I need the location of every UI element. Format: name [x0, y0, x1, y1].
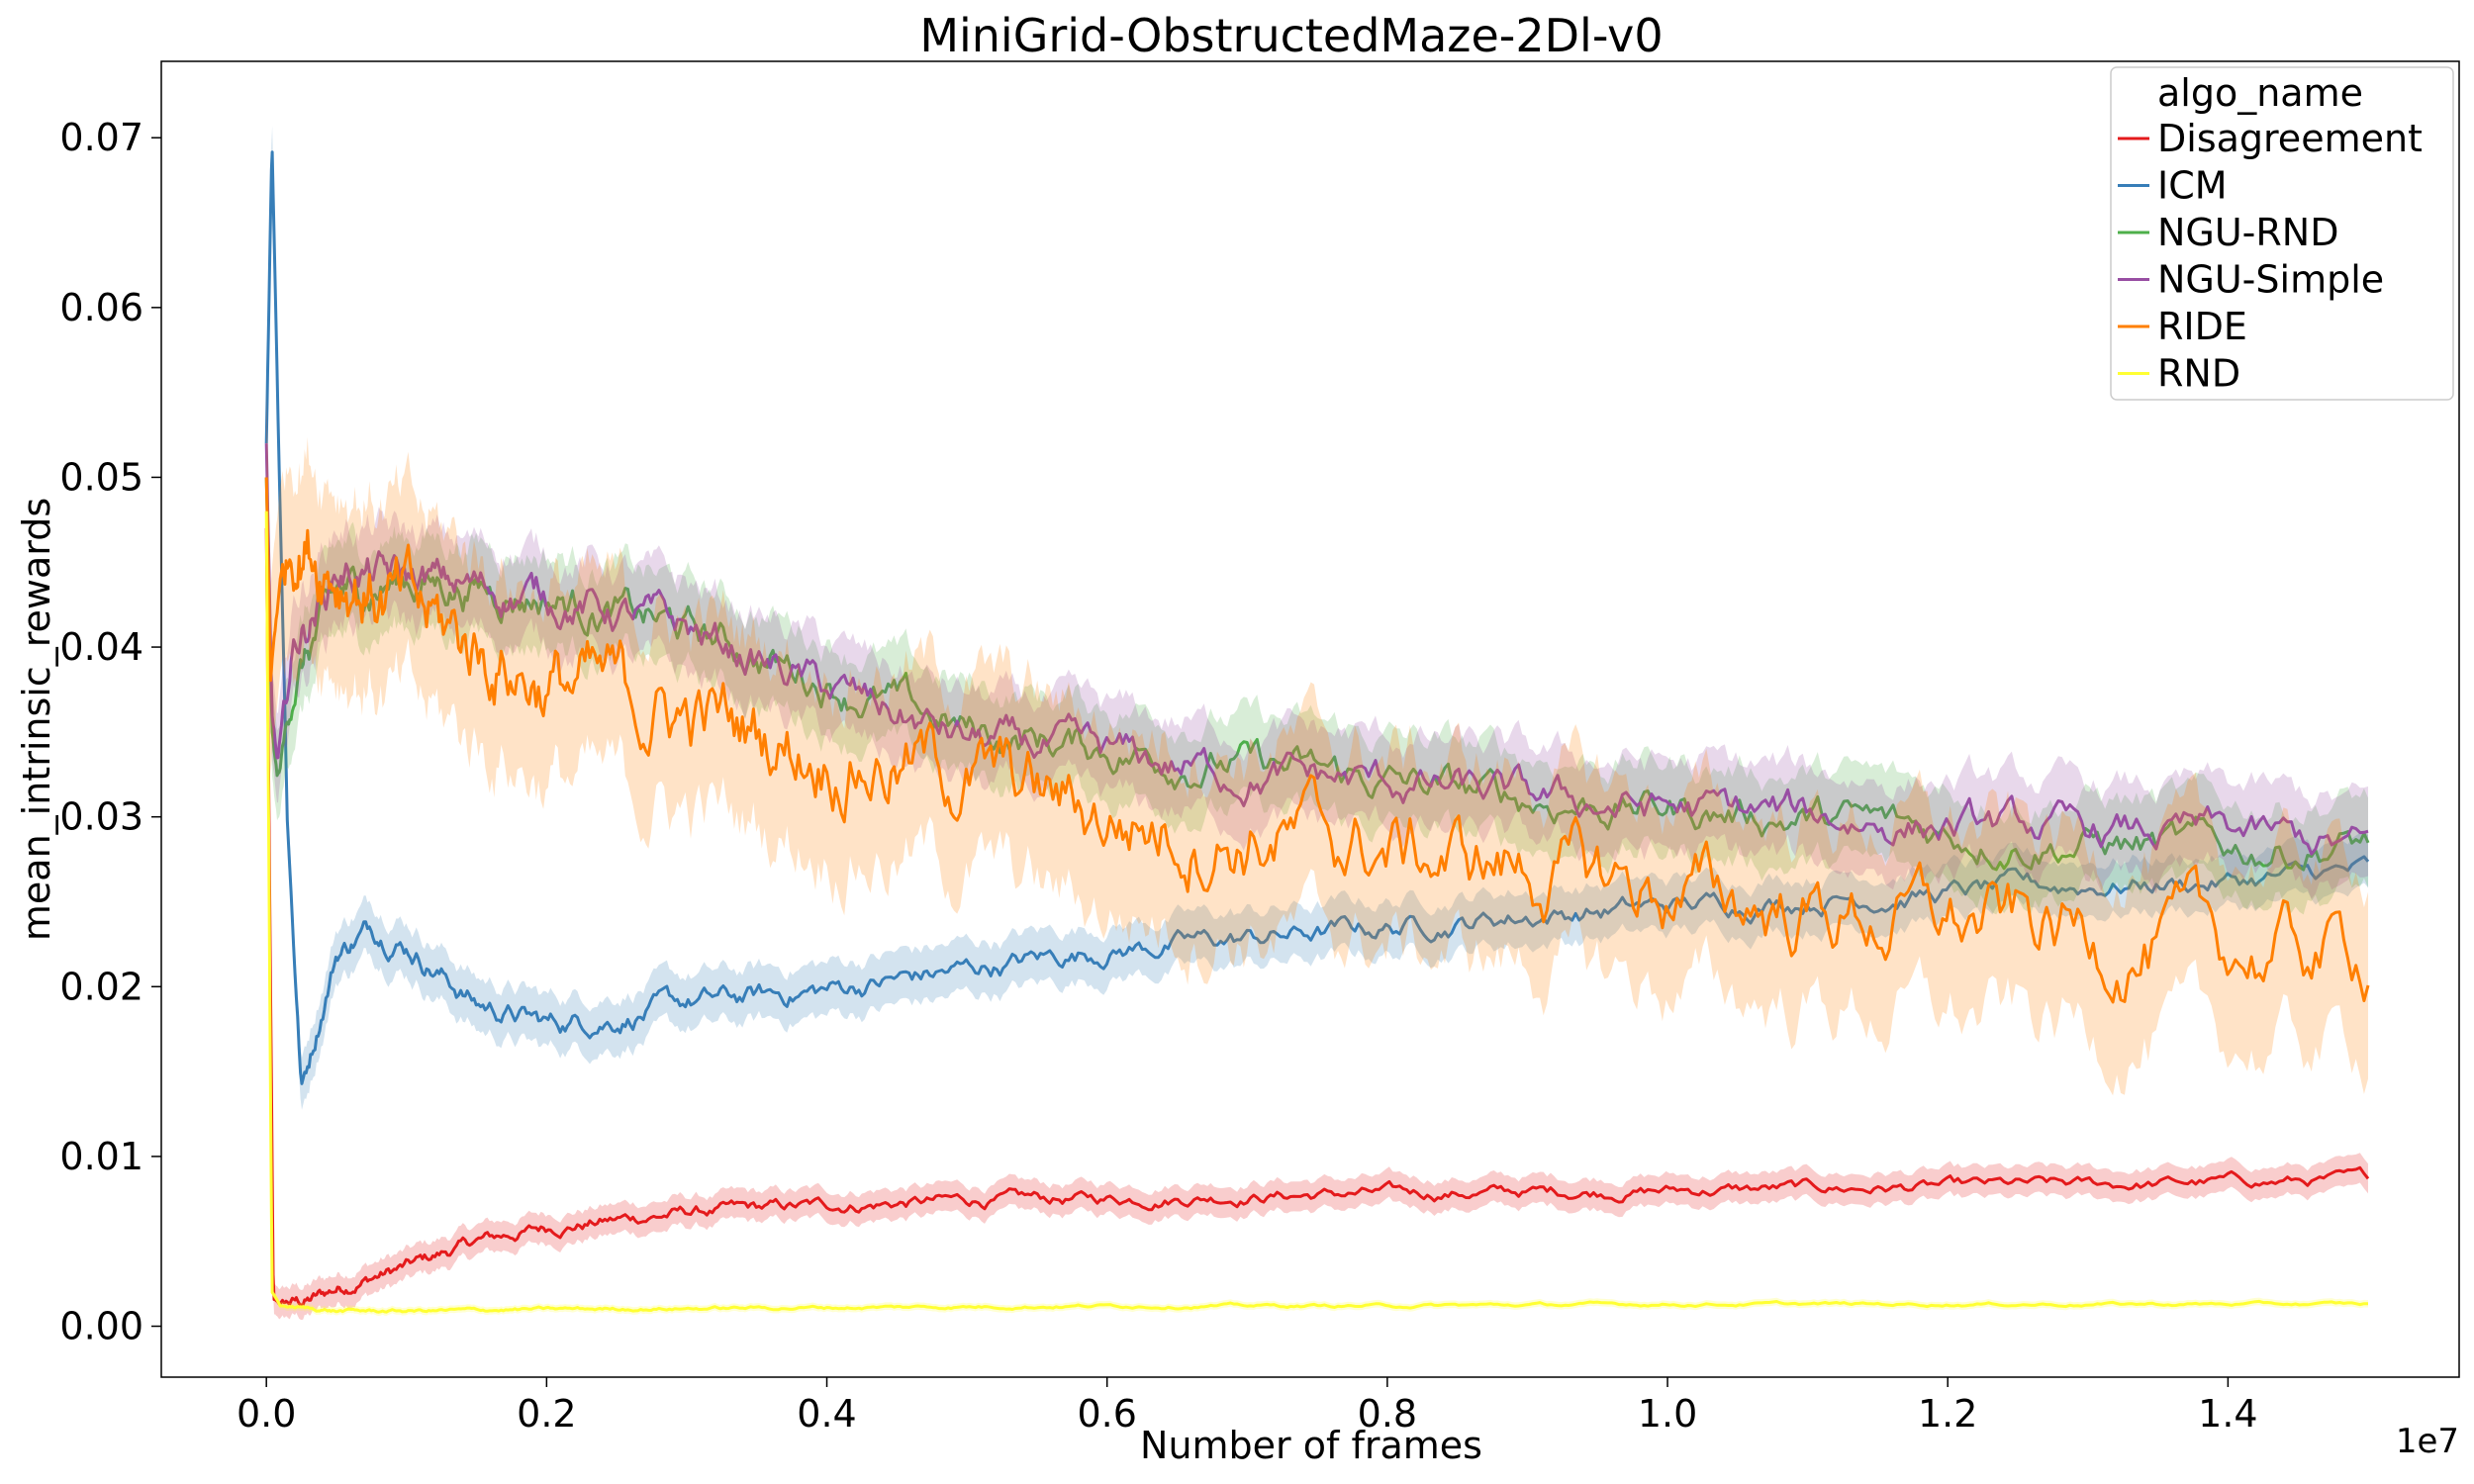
series-line-disagreement: [264, 527, 2370, 1307]
y-tick-label: 0.07: [59, 116, 143, 159]
y-tick-label: 0.01: [59, 1135, 143, 1178]
series-line-rnd: [264, 510, 2368, 1314]
y-tick-label: 0.04: [59, 625, 143, 669]
y-tick-label: 0.06: [59, 286, 143, 329]
chart-title: MiniGrid-ObstructedMaze-2Dl-v0: [919, 9, 1663, 62]
x-tick-label: 0.4: [797, 1392, 856, 1436]
x-tick-label: 0.8: [1358, 1392, 1417, 1436]
series-line-ngu-simple: [264, 443, 2369, 856]
x-tick-label: 1.2: [1918, 1392, 1977, 1436]
y-axis-label: mean_intrinsic_rewards: [15, 498, 58, 941]
x-tick-label: 0.0: [237, 1392, 296, 1436]
x-axis-offset-label: 1e7: [2396, 1422, 2459, 1461]
series-line-ride: [264, 477, 2370, 1004]
y-tick-label: 0.05: [59, 455, 143, 499]
x-tick-label: 0.2: [517, 1392, 576, 1436]
legend-label-disagreement: Disagreement: [2157, 117, 2423, 160]
legend-label-rnd: RND: [2157, 352, 2240, 396]
plot-area: [264, 126, 2370, 1321]
x-axis: 0.0 0.2 0.4 0.6 0.8 1.0 1.2 1.4: [237, 1377, 2258, 1436]
y-tick-label: 0.02: [59, 965, 143, 1008]
series-line-ngu-rnd: [264, 477, 2370, 872]
legend-label-icm: ICM: [2157, 164, 2228, 208]
x-tick-label: 0.6: [1077, 1392, 1136, 1436]
series-line-icm: [264, 150, 2370, 1085]
legend-label-ride: RIDE: [2157, 305, 2247, 348]
legend: algo_name DisagreementICMNGU-RNDNGU-Simp…: [2110, 66, 2454, 401]
legend-title: algo_name: [2157, 71, 2363, 115]
plot-frame: [160, 60, 2460, 1378]
legend-label-ngu-rnd: NGU-RND: [2157, 211, 2339, 254]
legend-frame: [2110, 66, 2454, 401]
y-tick-label: 0.03: [59, 795, 143, 839]
y-axis: 0.00 0.01 0.02 0.03 0.04 0.05 0.06 0.07: [59, 116, 161, 1348]
legend-label-ngu-simple: NGU-Simple: [2157, 258, 2384, 302]
x-tick-label: 1.4: [2198, 1392, 2257, 1436]
y-tick-label: 0.00: [59, 1305, 143, 1348]
x-tick-label: 1.0: [1638, 1392, 1697, 1436]
x-axis-label: Number of frames: [1140, 1424, 1482, 1467]
series-band-icm: [266, 126, 2369, 1110]
series-band-ngu-rnd: [266, 432, 2369, 915]
